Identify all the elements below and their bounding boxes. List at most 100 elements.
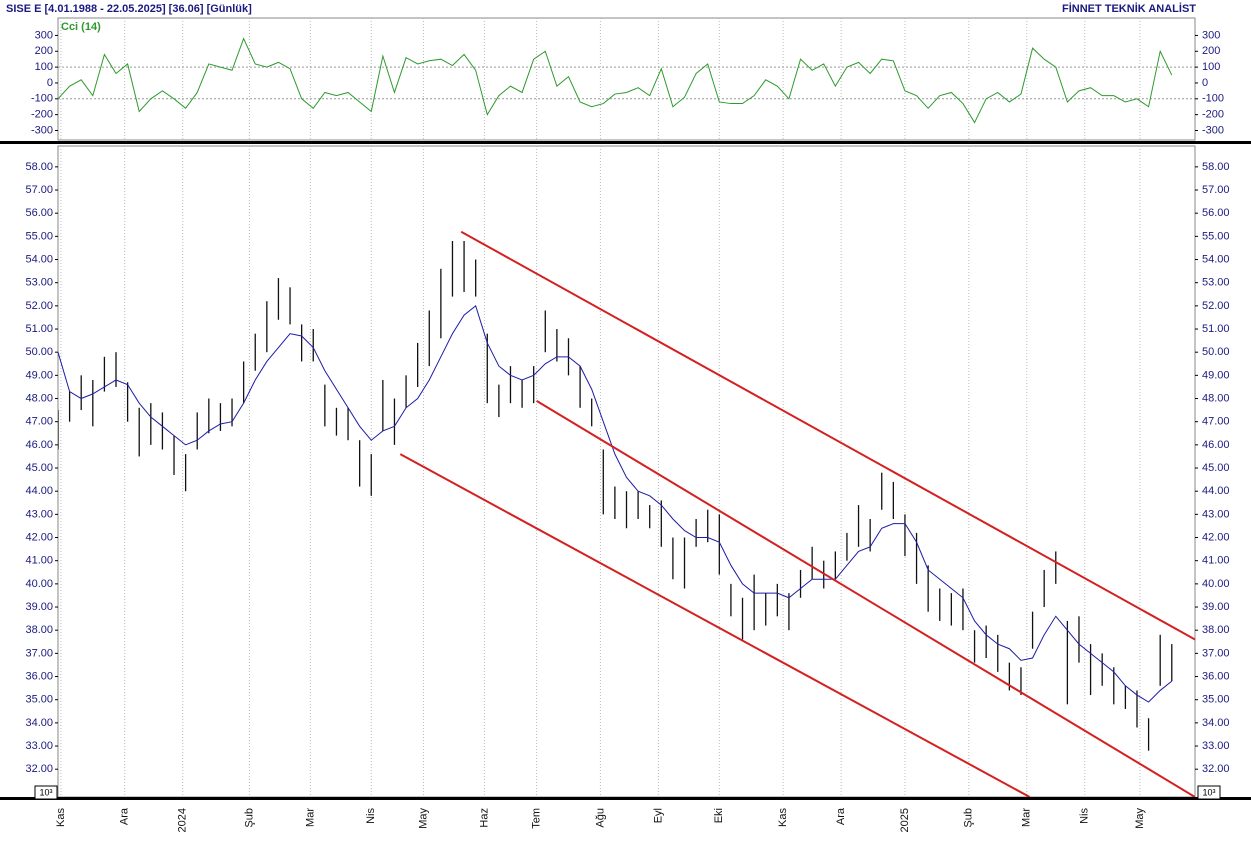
x-tick-label: Eki xyxy=(713,808,725,823)
legend-label: Cci (14) xyxy=(61,21,101,33)
y-tick-label: 40.00 xyxy=(25,578,53,590)
y-tick-label: 0 xyxy=(47,77,53,89)
y-tick-label: 43.00 xyxy=(25,508,53,520)
separator xyxy=(0,797,1251,800)
y-tick-label: 32.00 xyxy=(25,763,53,775)
y-tick-label: 48.00 xyxy=(1202,392,1230,404)
y-tick-label: 51.00 xyxy=(1202,323,1230,335)
y-tick-label: 46.00 xyxy=(1202,439,1230,451)
x-tick-label: 2024 xyxy=(177,808,189,832)
moving-average xyxy=(58,305,1173,703)
y-tick-label: 100 xyxy=(35,61,53,73)
y-tick-label: 55.00 xyxy=(25,230,53,242)
y-tick-label: 48.00 xyxy=(25,392,53,404)
y-tick-label: -300 xyxy=(31,124,53,136)
y-tick-label: 50.00 xyxy=(1202,346,1230,358)
x-tick-label: Kas xyxy=(55,808,67,827)
x-tick-label: Nis xyxy=(365,808,377,824)
channel-line xyxy=(399,453,1031,797)
y-tick-label: 42.00 xyxy=(1202,531,1230,543)
x-tick-label: Mar xyxy=(304,808,316,827)
scale-box xyxy=(34,785,58,800)
y-tick-label: 49.00 xyxy=(1202,369,1230,381)
y-tick-label: 37.00 xyxy=(1202,647,1230,659)
x-tick-label: Ara xyxy=(119,807,131,825)
y-tick-label: 34.00 xyxy=(1202,717,1230,729)
header-title: SISE E [4.01.1988 - 22.05.2025] [36.06] … xyxy=(6,3,252,15)
y-tick-label: 42.00 xyxy=(25,531,53,543)
y-tick-label: 53.00 xyxy=(1202,277,1230,289)
scale-note: 10³ xyxy=(1202,787,1215,797)
y-tick-label: 47.00 xyxy=(25,416,53,428)
y-tick-label: 44.00 xyxy=(25,485,53,497)
y-tick-label: 100 xyxy=(1202,61,1220,73)
y-tick-label: 58.00 xyxy=(25,161,53,173)
x-tick-label: Ağu xyxy=(594,808,606,828)
y-tick-label: 45.00 xyxy=(1202,462,1230,474)
y-tick-label: -200 xyxy=(1202,109,1224,121)
y-tick-label: 34.00 xyxy=(25,717,53,729)
y-tick-label: 35.00 xyxy=(25,694,53,706)
y-tick-label: 41.00 xyxy=(1202,555,1230,567)
y-tick-label: 300 xyxy=(1202,29,1220,41)
y-tick-label: 45.00 xyxy=(25,462,53,474)
x-tick-label: 2025 xyxy=(899,808,911,832)
y-tick-label: 40.00 xyxy=(1202,578,1230,590)
y-tick-label: 47.00 xyxy=(1202,416,1230,428)
scale-box xyxy=(1197,785,1221,800)
y-tick-label: 200 xyxy=(35,45,53,57)
y-tick-label: 55.00 xyxy=(1202,230,1230,242)
y-tick-label: 50.00 xyxy=(25,346,53,358)
y-tick-label: 44.00 xyxy=(1202,485,1230,497)
y-tick-label: -100 xyxy=(1202,93,1224,105)
x-tick-label: Tem xyxy=(530,808,542,829)
y-tick-label: 32.00 xyxy=(1202,763,1230,775)
x-tick-label: May xyxy=(417,808,429,829)
y-tick-label: -100 xyxy=(31,93,53,105)
x-tick-label: Mar xyxy=(1021,808,1033,827)
y-tick-label: 52.00 xyxy=(1202,300,1230,312)
y-tick-label: 43.00 xyxy=(1202,508,1230,520)
y-tick-label: 39.00 xyxy=(25,601,53,613)
x-tick-label: Şub xyxy=(243,808,255,828)
y-tick-label: 51.00 xyxy=(25,323,53,335)
x-tick-label: Kas xyxy=(777,808,789,827)
cci-frame xyxy=(57,17,1196,141)
channel-line xyxy=(460,230,1195,641)
y-tick-label: 49.00 xyxy=(25,369,53,381)
y-tick-label: 41.00 xyxy=(25,555,53,567)
scale-note: 10³ xyxy=(39,787,52,797)
y-tick-label: 0 xyxy=(1202,77,1208,89)
y-tick-label: 37.00 xyxy=(25,647,53,659)
y-tick-label: 36.00 xyxy=(25,670,53,682)
y-tick-label: 54.00 xyxy=(1202,253,1230,265)
price-frame xyxy=(57,145,1196,798)
x-tick-label: Şub xyxy=(963,808,975,828)
cci-line xyxy=(57,37,1173,124)
y-tick-label: -300 xyxy=(1202,124,1224,136)
y-tick-label: 200 xyxy=(1202,45,1220,57)
x-tick-label: Haz xyxy=(478,808,490,828)
y-tick-label: 38.00 xyxy=(1202,624,1230,636)
y-tick-label: 54.00 xyxy=(25,253,53,265)
y-tick-label: 52.00 xyxy=(25,300,53,312)
y-tick-label: 300 xyxy=(35,29,53,41)
separator xyxy=(0,141,1251,144)
y-tick-label: -200 xyxy=(31,109,53,121)
plot-area xyxy=(58,230,1195,797)
y-tick-label: 56.00 xyxy=(25,207,53,219)
y-tick-label: 57.00 xyxy=(25,184,53,196)
channel-line xyxy=(536,399,1195,797)
x-tick-label: Eyl xyxy=(652,808,664,823)
y-tick-label: 35.00 xyxy=(1202,694,1230,706)
y-tick-label: 36.00 xyxy=(1202,670,1230,682)
y-tick-label: 33.00 xyxy=(1202,740,1230,752)
y-tick-label: 56.00 xyxy=(1202,207,1230,219)
y-tick-label: 57.00 xyxy=(1202,184,1230,196)
y-tick-label: 58.00 xyxy=(1202,161,1230,173)
header-brand: FİNNET TEKNİK ANALİST xyxy=(1062,2,1196,15)
x-tick-label: Nis xyxy=(1079,808,1091,824)
y-tick-label: 46.00 xyxy=(25,439,53,451)
y-tick-label: 39.00 xyxy=(1202,601,1230,613)
